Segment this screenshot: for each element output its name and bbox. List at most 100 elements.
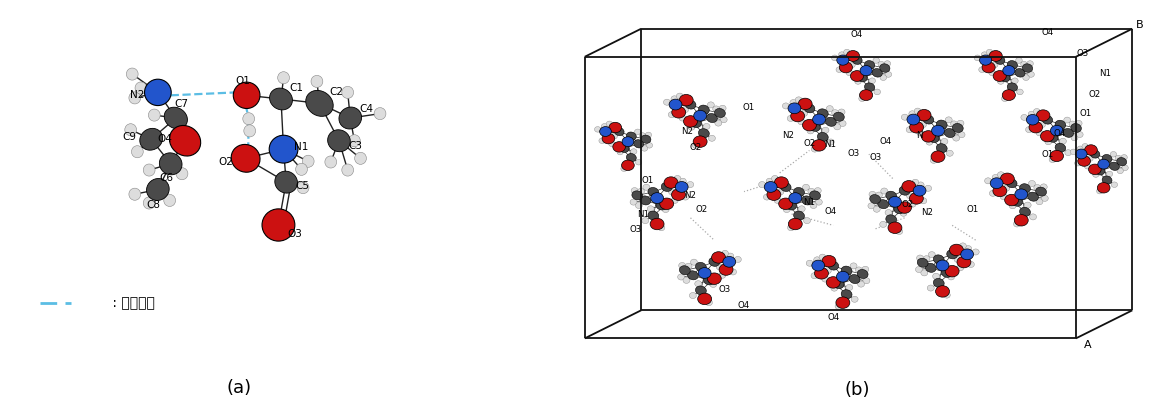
Ellipse shape (847, 70, 852, 76)
Ellipse shape (1005, 194, 1019, 206)
Ellipse shape (759, 182, 766, 188)
Ellipse shape (814, 188, 821, 194)
Ellipse shape (909, 122, 923, 133)
Ellipse shape (787, 115, 794, 121)
Ellipse shape (646, 142, 653, 148)
Ellipse shape (857, 269, 868, 278)
Ellipse shape (125, 124, 136, 136)
Ellipse shape (913, 185, 926, 196)
Text: O3: O3 (288, 229, 302, 239)
Ellipse shape (305, 90, 333, 116)
Ellipse shape (1027, 192, 1039, 201)
Ellipse shape (1117, 168, 1123, 174)
Ellipse shape (786, 201, 796, 210)
Ellipse shape (878, 61, 885, 67)
Ellipse shape (339, 107, 361, 129)
Ellipse shape (847, 50, 859, 61)
Ellipse shape (1109, 162, 1119, 171)
Text: (b): (b) (844, 381, 870, 399)
Ellipse shape (814, 257, 821, 263)
Ellipse shape (135, 82, 147, 94)
Ellipse shape (802, 196, 813, 205)
Ellipse shape (947, 150, 954, 156)
Ellipse shape (1117, 158, 1126, 166)
Ellipse shape (844, 49, 850, 55)
Ellipse shape (634, 129, 641, 135)
Ellipse shape (715, 108, 725, 118)
Ellipse shape (806, 260, 813, 266)
Ellipse shape (1035, 187, 1046, 196)
Ellipse shape (803, 218, 810, 224)
Ellipse shape (925, 185, 932, 191)
Ellipse shape (1049, 157, 1056, 162)
Ellipse shape (698, 105, 709, 114)
Ellipse shape (1023, 64, 1033, 72)
Ellipse shape (726, 253, 733, 259)
Ellipse shape (630, 199, 637, 205)
Ellipse shape (928, 252, 935, 258)
Text: N1: N1 (294, 142, 309, 152)
Ellipse shape (831, 55, 838, 61)
Ellipse shape (936, 144, 947, 153)
Ellipse shape (349, 135, 360, 147)
Ellipse shape (930, 151, 944, 162)
Ellipse shape (617, 149, 624, 155)
Ellipse shape (984, 178, 991, 184)
Ellipse shape (930, 157, 937, 163)
Ellipse shape (689, 293, 696, 299)
Ellipse shape (1072, 135, 1077, 141)
Ellipse shape (888, 197, 901, 207)
Ellipse shape (845, 284, 852, 291)
Ellipse shape (1075, 149, 1087, 159)
Ellipse shape (129, 92, 141, 104)
Ellipse shape (1049, 150, 1063, 162)
Ellipse shape (674, 175, 681, 182)
Text: O4: O4 (1053, 129, 1066, 138)
Ellipse shape (849, 62, 855, 68)
Ellipse shape (641, 146, 647, 151)
Ellipse shape (947, 250, 957, 259)
Ellipse shape (859, 96, 865, 101)
Ellipse shape (849, 275, 861, 284)
Ellipse shape (815, 199, 822, 205)
Ellipse shape (997, 79, 1004, 84)
Ellipse shape (694, 110, 707, 121)
Ellipse shape (1042, 115, 1053, 124)
Ellipse shape (695, 263, 707, 271)
Ellipse shape (686, 263, 693, 269)
Ellipse shape (933, 273, 940, 279)
Ellipse shape (936, 260, 949, 271)
Ellipse shape (342, 86, 353, 98)
Ellipse shape (813, 114, 826, 125)
Ellipse shape (789, 100, 796, 105)
Ellipse shape (672, 197, 679, 204)
Text: C8: C8 (147, 200, 161, 210)
Ellipse shape (894, 205, 905, 214)
Ellipse shape (921, 270, 928, 276)
Ellipse shape (851, 296, 858, 302)
Ellipse shape (354, 152, 366, 164)
Ellipse shape (838, 52, 845, 57)
Ellipse shape (693, 136, 707, 147)
Ellipse shape (801, 110, 808, 116)
Ellipse shape (690, 259, 697, 265)
Ellipse shape (946, 265, 960, 277)
Ellipse shape (834, 280, 844, 289)
Ellipse shape (719, 272, 725, 278)
Ellipse shape (766, 178, 773, 184)
Ellipse shape (935, 286, 949, 297)
Ellipse shape (979, 55, 991, 65)
Ellipse shape (928, 133, 939, 142)
Ellipse shape (1051, 125, 1063, 136)
Ellipse shape (780, 182, 791, 191)
Ellipse shape (635, 202, 642, 208)
Ellipse shape (1039, 122, 1046, 128)
Ellipse shape (861, 66, 872, 76)
Ellipse shape (810, 202, 817, 208)
Ellipse shape (916, 130, 923, 136)
Ellipse shape (682, 107, 689, 113)
Ellipse shape (1007, 83, 1018, 92)
Ellipse shape (1003, 185, 1010, 191)
Ellipse shape (325, 156, 337, 168)
Ellipse shape (711, 252, 725, 263)
